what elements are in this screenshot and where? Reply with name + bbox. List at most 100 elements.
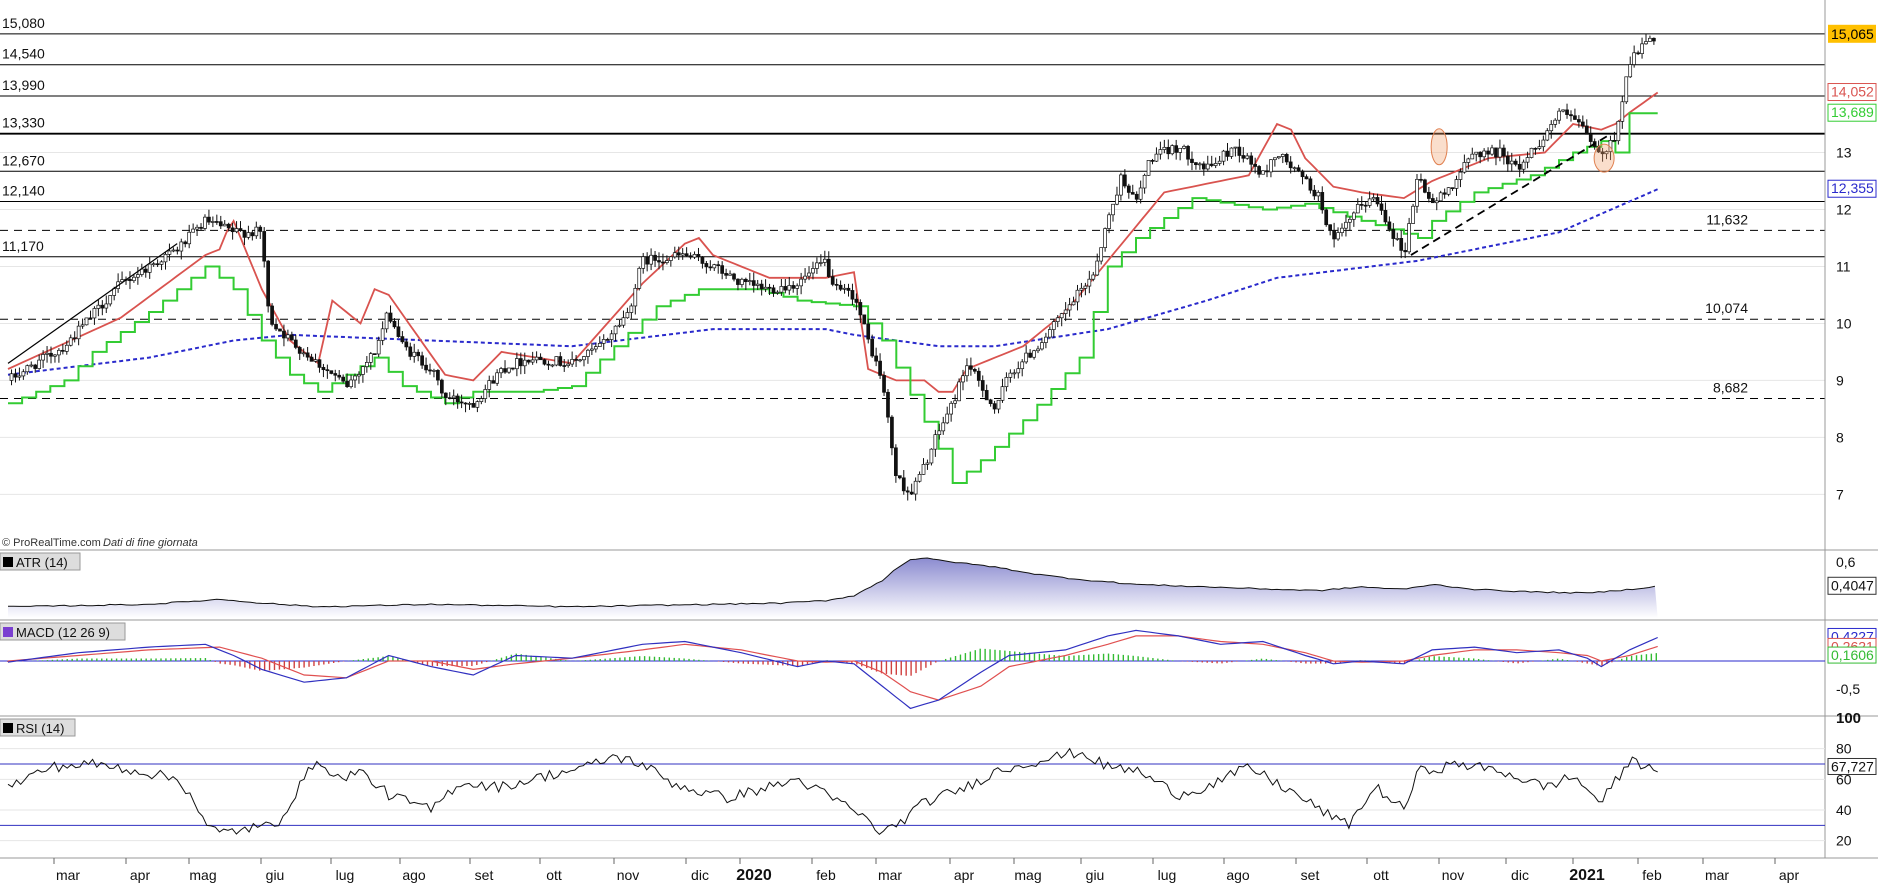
x-tick-label: nov [1442, 867, 1465, 883]
x-tick-label: feb [816, 867, 836, 883]
candle-body [1237, 146, 1242, 156]
candle-body [680, 253, 685, 256]
rsi-tick-label: 60 [1836, 771, 1852, 787]
candle-body [969, 365, 973, 370]
candle-body [518, 358, 523, 367]
candle-body [1154, 153, 1159, 162]
level-label: 12,140 [2, 182, 45, 198]
candle-body [1245, 155, 1250, 159]
candle-body [1359, 204, 1364, 206]
x-tick-label: feb [1642, 867, 1662, 883]
candle-body [479, 398, 484, 402]
candle-body [230, 227, 235, 233]
candle-body [1312, 189, 1317, 197]
candle-body [1458, 171, 1463, 180]
candle-body [546, 363, 551, 366]
candle-body [542, 359, 547, 365]
candle-body [834, 284, 839, 286]
candle-body [653, 254, 657, 261]
candle-body [368, 353, 373, 363]
level-label: 13,990 [2, 77, 45, 93]
candle-body [1170, 145, 1175, 155]
candle-body [1008, 372, 1013, 378]
candle-body [345, 380, 349, 388]
candle-body [325, 369, 330, 372]
candle-body [1209, 163, 1214, 166]
candle-body [1616, 120, 1621, 142]
candle-body [1146, 160, 1151, 176]
candle-body [163, 253, 168, 263]
candle-body [467, 403, 472, 405]
atr-title-box [0, 552, 81, 571]
candle-body [80, 324, 85, 327]
candle-body [850, 290, 855, 300]
macd-last-box [1827, 646, 1877, 664]
candle-body [463, 402, 468, 405]
candle-body [1194, 162, 1198, 166]
candle-body [60, 349, 65, 352]
last-value-box [1827, 179, 1877, 198]
candle-body [755, 283, 760, 286]
candle-body [1344, 221, 1348, 229]
candle-body [218, 221, 223, 227]
candle-body [716, 264, 721, 266]
level-label: 11,170 [2, 238, 44, 254]
candle-body [763, 286, 768, 290]
candle-body [708, 266, 713, 269]
candle-body [286, 334, 290, 339]
candle-body [1174, 145, 1179, 153]
candle-body [1182, 145, 1186, 149]
candle-body [874, 355, 878, 362]
candle-body [1632, 52, 1637, 65]
candle-body [605, 339, 610, 341]
candle-body [846, 287, 851, 291]
candle-body [1565, 109, 1569, 115]
candle-body [925, 462, 930, 465]
candle-body [1636, 52, 1640, 55]
rsi-last-box [1827, 757, 1877, 775]
candle-body [929, 448, 934, 464]
candle-body [84, 317, 89, 326]
candle-body [988, 399, 993, 404]
candle-body [511, 367, 515, 370]
candle-body [1561, 109, 1565, 112]
candle-body [515, 358, 519, 370]
candle-body [1628, 64, 1633, 78]
candle-body [159, 261, 164, 265]
candle-body [203, 216, 207, 229]
candle-body [384, 312, 389, 330]
rsi-title-box [0, 718, 76, 737]
candle-body [1470, 153, 1475, 160]
price-tick-label: 7 [1836, 486, 1844, 502]
level-label: 11,632 [1706, 211, 1748, 227]
x-tick-label: apr [130, 867, 151, 883]
price-tick-label: 12 [1836, 201, 1852, 217]
candle-body [440, 379, 444, 394]
candle-body [1490, 147, 1494, 155]
candle-body [1332, 230, 1336, 240]
candle-body [787, 285, 792, 291]
last-value-label: 15,065 [1831, 26, 1874, 42]
candle-body [459, 401, 464, 404]
candle-body [862, 314, 867, 325]
candle-body [1367, 198, 1372, 206]
candle-body [329, 370, 334, 374]
candle-body [558, 356, 563, 366]
candle-body [649, 254, 653, 265]
candle-body [33, 364, 38, 369]
price-tick-label: 11 [1836, 258, 1851, 274]
candle-body [1513, 160, 1518, 165]
candle-body [1253, 163, 1257, 167]
candle-body [1340, 227, 1344, 233]
candle-body [574, 359, 578, 361]
candle-body [199, 226, 203, 229]
candle-body [1584, 125, 1589, 135]
candle-body [443, 392, 448, 399]
candle-body [136, 274, 140, 278]
candle-body [1442, 192, 1447, 195]
candle-body [396, 326, 401, 337]
candle-body [676, 252, 681, 256]
rsi-line [7, 747, 1658, 835]
